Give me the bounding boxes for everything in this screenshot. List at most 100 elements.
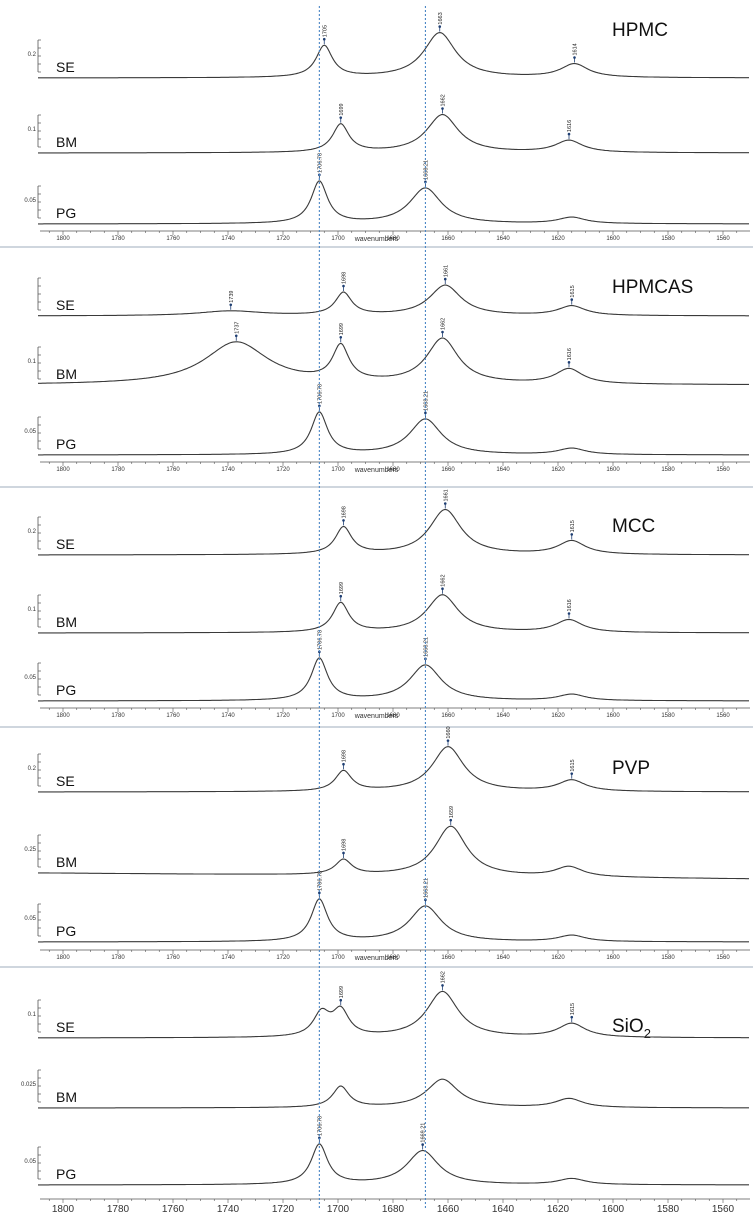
x-tick-label: 1740 xyxy=(221,955,235,961)
x-tick-label: 1780 xyxy=(111,713,125,719)
peak-marker-dot xyxy=(318,891,321,895)
peak-label: 1699 xyxy=(339,323,345,335)
peak-label: 1662 xyxy=(441,971,447,983)
series-label-se: SE xyxy=(56,1019,75,1035)
x-tick-label: 1580 xyxy=(661,713,675,719)
peak-label: 1739 xyxy=(229,291,235,303)
x-tick-label: 1800 xyxy=(56,713,70,719)
x-tick-label: 1760 xyxy=(166,236,180,242)
x-tick-label: 1700 xyxy=(331,236,345,242)
x-tick-label: 1640 xyxy=(496,467,510,473)
peak-label: 1706.78 xyxy=(317,630,323,650)
x-tick-label: 1620 xyxy=(551,236,565,242)
peak-label: 1661 xyxy=(443,265,449,277)
x-tick-label: 1720 xyxy=(276,713,290,719)
peak-label: 1699 xyxy=(339,986,345,998)
peak-label: 1706.78 xyxy=(317,871,323,891)
x-tick-label: 1760 xyxy=(166,467,180,473)
x-tick-label: 1700 xyxy=(331,713,345,719)
x-axis-label: wavenumbers xyxy=(354,236,399,243)
peak-label: 1706.78 xyxy=(317,1116,323,1136)
peak-marker-dot xyxy=(570,298,574,301)
peak-marker-dot xyxy=(229,303,233,307)
series-label-bm: BM xyxy=(56,134,77,150)
x-tick-label: 1560 xyxy=(716,955,730,961)
x-tick-label: 1680 xyxy=(386,467,400,473)
peak-label: 1668.21 xyxy=(423,878,429,898)
x-tick-label: 1680 xyxy=(386,236,400,242)
peak-marker-dot xyxy=(443,277,447,281)
x-tick-label: 1680 xyxy=(382,1204,405,1214)
panel-3: MCC 0.2 SE 1698 1661 1615 0.1 BM 1699 1662 1616 0.0… xyxy=(0,486,753,720)
x-tick-label: 1720 xyxy=(276,955,290,961)
panel-4: PVP 0.2 SE 1698 1660 1615 0.25 BM 1698 1659 0.05 PG… xyxy=(0,726,753,962)
peak-label: 1662 xyxy=(441,574,447,586)
peak-label: 1662 xyxy=(441,94,447,106)
series-label-pg: PG xyxy=(56,1166,76,1182)
panel-title: HPMC xyxy=(612,20,668,41)
x-axis-label: wavenumbers xyxy=(354,467,399,474)
peak-label: 1614 xyxy=(573,43,579,55)
panel-title: MCC xyxy=(612,516,655,537)
spectrum-trace-pg xyxy=(38,180,749,225)
peak-marker-dot xyxy=(567,361,571,364)
series-label-pg: PG xyxy=(56,682,76,698)
x-tick-label: 1800 xyxy=(56,236,70,242)
peak-label: 1668.21 xyxy=(423,391,429,411)
peak-label: 1615 xyxy=(570,759,576,771)
peak-marker-dot xyxy=(570,1015,574,1019)
peak-label: 1616 xyxy=(567,120,573,132)
peak-marker-dot xyxy=(342,519,345,522)
x-tick-label: 1640 xyxy=(496,955,510,961)
series-label-bm: BM xyxy=(56,1089,77,1105)
x-tick-label: 1760 xyxy=(162,1204,185,1214)
y-tick-label: 0.05 xyxy=(24,1159,36,1165)
peak-label: 1661 xyxy=(443,489,449,501)
x-tick-label: 1800 xyxy=(56,467,70,473)
x-tick-label: 1580 xyxy=(661,955,675,961)
x-tick-label: 1660 xyxy=(437,1204,460,1214)
peak-label: 1706.78 xyxy=(317,153,323,173)
spectrum-trace-se xyxy=(38,32,749,79)
x-tick-label: 1620 xyxy=(551,955,565,961)
x-tick-label: 1600 xyxy=(606,713,620,719)
peak-marker-dot xyxy=(318,1136,321,1140)
spectrum-trace-bm xyxy=(38,114,749,154)
peak-marker-dot xyxy=(567,612,571,615)
y-tick-label: 0.05 xyxy=(24,675,36,681)
x-tick-label: 1600 xyxy=(602,1204,625,1214)
x-tick-label: 1580 xyxy=(657,1204,680,1214)
x-tick-label: 1700 xyxy=(331,467,345,473)
series-label-se: SE xyxy=(56,297,75,313)
peak-label: 1698 xyxy=(342,506,348,518)
x-tick-label: 1640 xyxy=(492,1204,515,1214)
peak-marker-dot xyxy=(342,851,345,855)
x-tick-label: 1680 xyxy=(386,713,400,719)
x-tick-label: 1800 xyxy=(56,955,70,961)
spectrum-trace-pg xyxy=(38,411,749,456)
spectrum-trace-pg xyxy=(38,1143,749,1186)
spectrum-trace-se xyxy=(38,284,749,317)
peak-marker-dot xyxy=(339,335,343,339)
peak-marker-dot xyxy=(424,180,427,184)
x-tick-label: 1700 xyxy=(331,955,345,961)
peak-marker-dot xyxy=(441,330,444,334)
series-label-se: SE xyxy=(56,773,75,789)
peak-label: 1705 xyxy=(322,25,328,37)
x-tick-label: 1760 xyxy=(166,955,180,961)
x-tick-label: 1580 xyxy=(661,236,675,242)
x-tick-label: 1780 xyxy=(111,467,125,473)
y-tick-label: 0.2 xyxy=(28,766,37,772)
peak-label: 1616 xyxy=(567,599,573,611)
peak-label: 1615 xyxy=(570,285,576,297)
x-tick-label: 1560 xyxy=(716,236,730,242)
y-tick-label: 0.2 xyxy=(28,52,37,58)
series-label-bm: BM xyxy=(56,854,77,870)
peak-label: 1706.78 xyxy=(317,384,323,404)
y-tick-label: 0.05 xyxy=(24,916,36,922)
series-label-bm: BM xyxy=(56,366,77,382)
peak-marker-dot xyxy=(573,56,576,59)
peak-marker-dot xyxy=(342,284,345,288)
y-tick-label: 0.05 xyxy=(24,429,36,435)
peak-label: 1698 xyxy=(342,839,348,851)
